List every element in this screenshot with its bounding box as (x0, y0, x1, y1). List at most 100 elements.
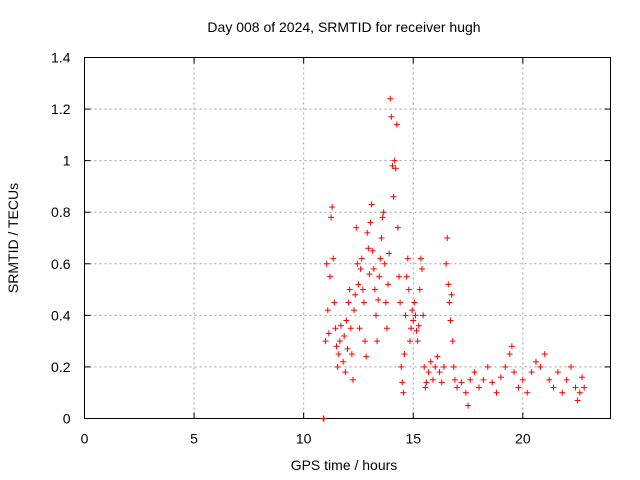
data-point (429, 376, 436, 383)
data-point (344, 345, 351, 352)
x-tick-label: 20 (515, 431, 531, 447)
data-point (493, 389, 500, 396)
y-tick-label: 0.2 (51, 359, 71, 375)
data-point (502, 363, 509, 370)
data-point (419, 265, 426, 272)
data-point (416, 286, 423, 293)
data-point (519, 376, 526, 383)
data-point (446, 299, 453, 306)
data-point (404, 255, 411, 262)
data-point (364, 229, 371, 236)
data-point (432, 363, 439, 370)
data-point (348, 351, 355, 358)
data-point (447, 317, 454, 324)
data-point (425, 369, 432, 376)
data-point (462, 389, 469, 396)
data-point (576, 389, 583, 396)
data-point (353, 224, 360, 231)
data-point (371, 286, 378, 293)
x-tick-label: 15 (405, 431, 421, 447)
data-point (409, 307, 416, 314)
data-point (537, 363, 544, 370)
data-point (397, 299, 404, 306)
data-point (405, 286, 412, 293)
data-point (347, 325, 354, 332)
data-point (393, 121, 400, 128)
data-point (401, 351, 408, 358)
data-point (450, 363, 457, 370)
data-point (515, 384, 522, 391)
data-point (366, 271, 373, 278)
data-point (572, 384, 579, 391)
data-point (506, 351, 513, 358)
data-point (365, 245, 372, 252)
data-point (414, 338, 421, 345)
data-point (385, 281, 392, 288)
data-point (489, 379, 496, 386)
data-point (333, 343, 340, 350)
data-point (336, 338, 343, 345)
data-point (382, 299, 389, 306)
data-point (465, 402, 472, 409)
data-point (484, 363, 491, 370)
data-point (532, 358, 539, 365)
y-tick-label: 0.6 (51, 256, 71, 272)
data-point (413, 327, 420, 334)
y-tick-label: 0.8 (51, 204, 71, 220)
y-axis-label: SRMTID / TECUs (5, 183, 21, 293)
data-point (341, 332, 348, 339)
data-point (389, 162, 396, 169)
ticks: 0 0.2 0.4 0.6 0.8 1 1.2 1.4 0 5 10 15 20 (51, 50, 611, 447)
data-point (480, 376, 487, 383)
data-point (369, 247, 376, 254)
data-point (359, 286, 366, 293)
y-tick-label: 1 (63, 153, 71, 169)
data-point (417, 255, 424, 262)
data-point (322, 338, 329, 345)
data-point (355, 281, 362, 288)
data-point (362, 338, 369, 345)
data-point (471, 369, 478, 376)
data-point (392, 165, 399, 172)
data-point (423, 379, 430, 386)
data-point (391, 157, 398, 164)
data-point (363, 353, 370, 360)
data-point (356, 325, 363, 332)
data-point (377, 255, 384, 262)
data-point (352, 291, 359, 298)
data-point (374, 338, 381, 345)
data-point (581, 384, 588, 391)
data-point (399, 379, 406, 386)
data-point (415, 322, 422, 329)
plot-frame (84, 57, 611, 419)
data-point (379, 214, 386, 221)
data-point (329, 204, 336, 211)
data-point (335, 351, 342, 358)
data-point (574, 397, 581, 404)
data-point (408, 325, 415, 332)
grid (84, 57, 611, 419)
data-point (345, 299, 352, 306)
data-point (524, 389, 531, 396)
data-point (396, 273, 403, 280)
data-point (349, 376, 356, 383)
data-point (324, 307, 331, 314)
data-point (554, 369, 561, 376)
data-point (434, 353, 441, 360)
data-point (358, 255, 365, 262)
data-point (325, 330, 332, 337)
x-axis-label: GPS time / hours (291, 457, 398, 473)
data-point (334, 363, 341, 370)
data-point (454, 384, 461, 391)
data-point (326, 273, 333, 280)
data-point (406, 338, 413, 345)
data-point (563, 376, 570, 383)
data-point (511, 369, 518, 376)
data-point (451, 376, 458, 383)
data-point (331, 299, 338, 306)
x-tick-label: 0 (81, 431, 89, 447)
data-point (386, 250, 393, 257)
data-point (351, 307, 358, 314)
data-point (368, 201, 375, 208)
data-point (380, 209, 387, 216)
